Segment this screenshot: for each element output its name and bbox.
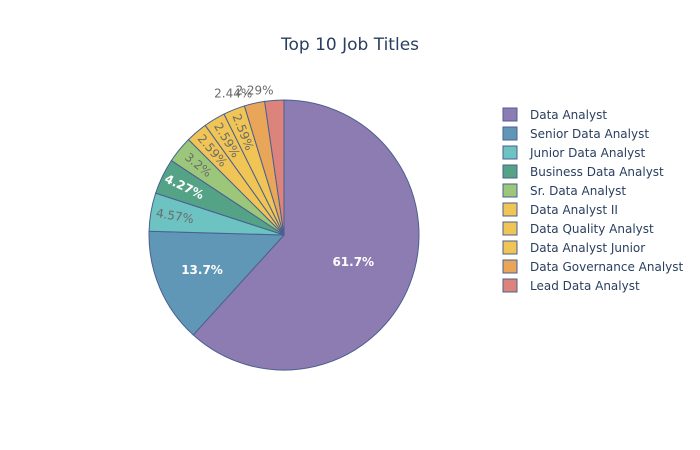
- chart-title: Top 10 Job Titles: [280, 35, 419, 55]
- legend-swatch-4[interactable]: [502, 164, 518, 179]
- legend-swatch-2[interactable]: [502, 126, 518, 141]
- legend-label-10[interactable]: Lead Data Analyst: [530, 279, 640, 293]
- legend-swatch-5[interactable]: [502, 183, 518, 198]
- legend-swatch-1[interactable]: [502, 107, 518, 122]
- legend-swatch-7[interactable]: [502, 221, 518, 236]
- pie-slice-10[interactable]: [264, 99, 285, 236]
- legend-label-8[interactable]: Data Analyst Junior: [530, 241, 645, 255]
- legend-label-4[interactable]: Business Data Analyst: [530, 165, 664, 179]
- legend-label-9[interactable]: Data Governance Analyst: [530, 260, 684, 274]
- slice-percent-label-1: 61.7%: [332, 255, 374, 269]
- slice-percent-label-10: 2.29%: [235, 83, 273, 97]
- legend-label-3[interactable]: Junior Data Analyst: [529, 146, 645, 160]
- legend: Data Analyst Senior Data Analyst Junior Da…: [502, 107, 684, 293]
- legend-swatch-3[interactable]: [502, 145, 518, 160]
- pie-slices: [148, 99, 420, 371]
- pie-slice-2[interactable]: [148, 230, 286, 336]
- legend-swatch-9[interactable]: [502, 259, 518, 274]
- legend-label-1[interactable]: Data Analyst: [530, 108, 607, 122]
- legend-label-7[interactable]: Data Quality Analyst: [530, 222, 654, 236]
- legend-swatch-8[interactable]: [502, 240, 518, 255]
- legend-swatch-10[interactable]: [502, 278, 518, 293]
- pie-slice-1[interactable]: [192, 99, 420, 371]
- legend-swatch-6[interactable]: [502, 202, 518, 217]
- legend-label-6[interactable]: Data Analyst II: [530, 203, 618, 217]
- slice-percent-label-9: 2.44%: [214, 87, 252, 101]
- slice-percent-label-3: 4.57%: [155, 206, 195, 226]
- legend-label-2[interactable]: Senior Data Analyst: [530, 127, 649, 141]
- slice-percent-label-2: 13.7%: [181, 263, 223, 277]
- legend-label-5[interactable]: Sr. Data Analyst: [530, 184, 626, 198]
